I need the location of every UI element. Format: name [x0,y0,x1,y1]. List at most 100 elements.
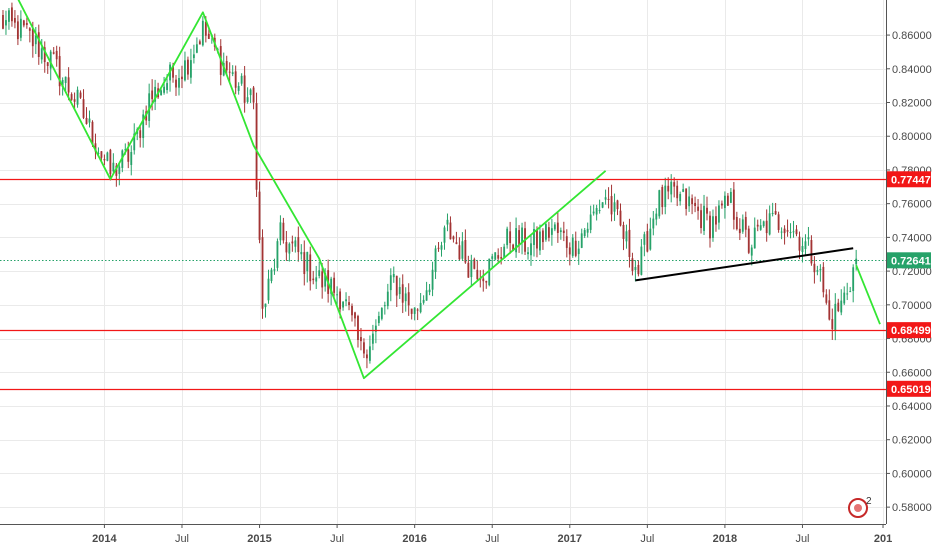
candle-body [401,284,404,303]
candle-body [151,90,154,100]
candle-body [85,117,88,124]
candle-body [189,60,192,78]
candle-body [204,21,207,36]
candle-body [795,229,798,235]
candle-body [637,264,640,275]
candle-body [67,77,70,93]
candle-body [556,222,559,233]
candle-body [664,185,667,207]
candle-body [491,256,494,259]
candle-body [61,79,64,88]
candle-body [685,188,688,209]
candle-body [309,254,312,282]
candle-body [37,32,40,57]
candle-body [2,15,4,29]
candle-body [115,165,118,176]
candle-body [357,316,359,340]
candle-body [810,240,813,264]
candle-body [694,202,697,207]
candle-body [91,121,94,145]
candle-body [658,190,661,217]
candle-body [55,50,58,60]
candle-body [804,241,807,250]
candle-body [786,230,789,232]
candle-body [476,269,479,280]
candle-body [586,228,589,233]
candle-body [667,185,670,192]
candle-body [267,278,270,301]
candle-body [533,229,535,246]
candle-body [339,291,342,310]
candle-body [64,76,67,83]
candle-body [822,266,825,293]
candle-body [709,215,711,239]
price-tick-label: 0.84000 [892,64,932,76]
candle-body [374,325,377,332]
candle-body [422,299,425,303]
candle-body [297,237,300,253]
candle-body [25,23,28,25]
candle-body [13,18,16,23]
candle-body [330,278,333,294]
candle-body [285,242,288,253]
candle-body [428,289,431,293]
candle-body [580,233,583,248]
candle-body [801,246,804,253]
candle-body [395,275,398,296]
candle-body [682,189,685,192]
candle-body [726,195,729,206]
trend-line[interactable] [635,247,854,282]
candle-body [470,260,473,278]
candle-body [28,28,31,31]
candle-body [175,79,177,88]
candle-body [109,149,112,175]
candle-body [360,337,362,342]
candle-body [294,240,297,247]
candle-body [622,224,625,239]
price-tick-label: 0.72000 [892,266,932,278]
candle-body [76,89,79,105]
candle-body [849,291,852,293]
candle-body [512,244,515,251]
candle-body [506,228,509,246]
candle-body [333,277,336,293]
candle-body [544,224,547,240]
candle-body [568,247,571,255]
candle-body [458,245,461,260]
candle-body [855,258,858,265]
candle-body [798,236,801,251]
candle-body [464,240,467,263]
candle-body [816,270,819,272]
candle-body [819,268,822,271]
time-tick-label: 2015 [247,533,271,545]
candle-body [300,251,303,255]
candle-body [148,93,151,121]
level-price-tag-1-label: 0.77447 [891,174,931,186]
zigzag-line[interactable] [15,0,607,380]
candle-body [783,228,786,234]
candle-body [246,97,249,102]
time-tick-label: Jul [485,533,499,545]
candle-body [792,231,795,233]
candle-body [762,221,765,227]
level-price-tag-2-box [887,322,931,339]
candle-body [243,75,246,103]
candle-body [852,267,855,291]
candle-body [291,241,294,244]
candle-body [837,302,840,311]
candle-body [753,227,756,249]
candle-body [389,275,392,291]
candle-body [500,257,503,259]
badge-widget[interactable]: 2 [848,496,872,518]
projection-line[interactable] [855,264,881,325]
candle-body [142,114,145,139]
candle-body [703,205,705,231]
time-tick-label: Jul [175,533,189,545]
candle-body [252,87,255,103]
candle-body [485,281,488,283]
candle-body [363,342,365,354]
candle-body [723,195,726,209]
candle-body [154,86,157,102]
candle-body [461,241,464,259]
